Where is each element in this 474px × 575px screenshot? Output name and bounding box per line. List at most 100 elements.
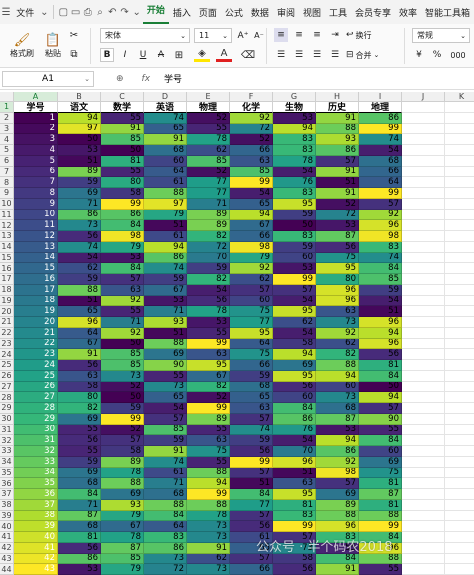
score-cell[interactable]: 92: [230, 263, 273, 274]
score-cell[interactable]: 84: [144, 510, 187, 522]
menu-file[interactable]: 文件: [16, 8, 35, 19]
score-cell[interactable]: 88: [359, 510, 402, 522]
score-cell[interactable]: 91: [316, 188, 359, 199]
score-cell[interactable]: 75: [230, 306, 273, 317]
score-cell[interactable]: 92: [316, 456, 359, 468]
score-cell[interactable]: 51: [58, 295, 101, 307]
score-cell[interactable]: 88: [58, 284, 101, 296]
row-header[interactable]: 8: [0, 177, 14, 188]
score-cell[interactable]: 50: [58, 134, 101, 145]
student-id-cell[interactable]: 40: [14, 532, 58, 543]
tab-data[interactable]: 数据: [250, 8, 269, 19]
empty-cell[interactable]: [402, 456, 445, 468]
score-cell[interactable]: 99: [359, 123, 402, 135]
score-cell[interactable]: 88: [144, 499, 187, 511]
empty-cell[interactable]: [445, 263, 474, 274]
score-cell[interactable]: 57: [273, 532, 316, 543]
score-cell[interactable]: 56: [58, 435, 101, 446]
score-cell[interactable]: 57: [230, 553, 273, 565]
score-cell[interactable]: 62: [273, 317, 316, 328]
empty-cell[interactable]: [445, 134, 474, 145]
score-cell[interactable]: 92: [101, 327, 144, 339]
score-cell[interactable]: 96: [58, 317, 101, 328]
score-cell[interactable]: 91: [316, 564, 359, 575]
score-cell[interactable]: 53: [316, 220, 359, 231]
student-id-cell[interactable]: 24: [14, 360, 58, 371]
empty-cell[interactable]: [402, 446, 445, 457]
empty-cell[interactable]: [402, 403, 445, 414]
column-header-b[interactable]: B: [58, 92, 101, 102]
score-cell[interactable]: 89: [187, 220, 230, 231]
score-cell[interactable]: 84: [316, 553, 359, 565]
score-cell[interactable]: 69: [58, 188, 101, 199]
empty-cell[interactable]: [445, 456, 474, 468]
score-cell[interactable]: 76: [273, 424, 316, 436]
score-cell[interactable]: 73: [316, 392, 359, 403]
print-preview-icon[interactable]: ⌕: [97, 6, 103, 18]
tab-efficiency[interactable]: 效率: [399, 8, 418, 19]
row-header[interactable]: 23: [0, 338, 14, 350]
score-cell[interactable]: 52: [101, 381, 144, 393]
score-cell[interactable]: 83: [273, 188, 316, 199]
row-header[interactable]: 14: [0, 241, 14, 253]
score-cell[interactable]: 55: [58, 446, 101, 457]
score-cell[interactable]: 94: [58, 112, 101, 124]
align-right-icon[interactable]: ☰: [312, 50, 322, 60]
score-cell[interactable]: 99: [273, 274, 316, 285]
score-cell[interactable]: 84: [101, 263, 144, 274]
score-cell[interactable]: 85: [101, 553, 144, 565]
student-id-cell[interactable]: 31: [14, 435, 58, 446]
column-title-cell[interactable]: 语文: [58, 102, 101, 113]
score-cell[interactable]: 83: [273, 510, 316, 522]
score-cell[interactable]: 52: [187, 166, 230, 178]
student-id-cell[interactable]: 1: [14, 112, 58, 124]
empty-cell[interactable]: [445, 489, 474, 500]
score-cell[interactable]: 85: [101, 360, 144, 371]
empty-cell[interactable]: [402, 241, 445, 253]
score-cell[interactable]: 99: [359, 521, 402, 532]
score-cell[interactable]: 56: [187, 295, 230, 307]
score-cell[interactable]: 57: [359, 403, 402, 414]
row-header[interactable]: 9: [0, 188, 14, 199]
score-cell[interactable]: 99: [187, 403, 230, 414]
empty-cell[interactable]: [445, 209, 474, 221]
score-cell[interactable]: 75: [316, 252, 359, 264]
score-cell[interactable]: 89: [101, 456, 144, 468]
score-cell[interactable]: 94: [273, 349, 316, 360]
student-id-cell[interactable]: 25: [14, 370, 58, 382]
student-id-cell[interactable]: 32: [14, 446, 58, 457]
fx-icon[interactable]: fx: [141, 73, 151, 84]
score-cell[interactable]: 57: [230, 467, 273, 479]
row-header[interactable]: 17: [0, 274, 14, 285]
score-cell[interactable]: 69: [58, 413, 101, 425]
score-cell[interactable]: 57: [101, 435, 144, 446]
score-cell[interactable]: 71: [144, 478, 187, 489]
score-cell[interactable]: 63: [101, 284, 144, 296]
row-header[interactable]: 39: [0, 510, 14, 522]
score-cell[interactable]: 65: [230, 392, 273, 403]
score-cell[interactable]: 55: [144, 370, 187, 382]
score-cell[interactable]: 55: [187, 424, 230, 436]
empty-cell[interactable]: [402, 424, 445, 436]
score-cell[interactable]: 64: [230, 338, 273, 350]
score-cell[interactable]: 73: [144, 553, 187, 565]
student-id-cell[interactable]: 38: [14, 510, 58, 522]
empty-cell[interactable]: [445, 403, 474, 414]
empty-cell[interactable]: [402, 263, 445, 274]
empty-cell[interactable]: [445, 381, 474, 393]
clear-format-icon[interactable]: ⌫: [240, 49, 256, 61]
score-cell[interactable]: 99: [359, 188, 402, 199]
empty-cell[interactable]: [402, 317, 445, 328]
score-cell[interactable]: 91: [144, 134, 187, 145]
score-cell[interactable]: 96: [359, 220, 402, 231]
align-bottom-icon[interactable]: ≡: [313, 30, 321, 40]
bold-button[interactable]: B: [100, 48, 114, 62]
student-id-cell[interactable]: 18: [14, 295, 58, 307]
score-cell[interactable]: 59: [58, 274, 101, 285]
score-cell[interactable]: 62: [187, 145, 230, 156]
score-cell[interactable]: 87: [316, 231, 359, 242]
score-cell[interactable]: 74: [230, 424, 273, 436]
score-cell[interactable]: 51: [144, 327, 187, 339]
score-cell[interactable]: 53: [187, 317, 230, 328]
empty-cell[interactable]: [445, 252, 474, 264]
